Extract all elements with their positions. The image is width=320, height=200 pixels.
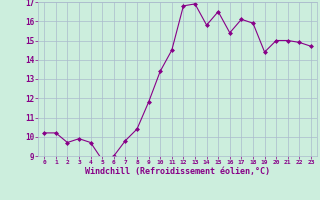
X-axis label: Windchill (Refroidissement éolien,°C): Windchill (Refroidissement éolien,°C) (85, 167, 270, 176)
